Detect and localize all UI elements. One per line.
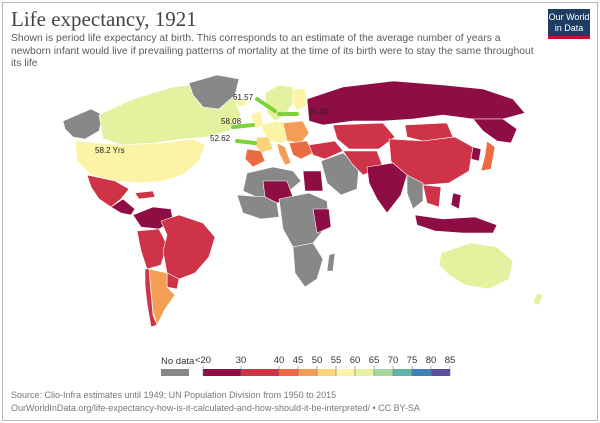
legend-tick-label: 30 bbox=[236, 355, 247, 366]
source-line: Source: Clio-Infra estimates until 1949;… bbox=[11, 390, 337, 400]
region-greenland[interactable] bbox=[188, 74, 240, 110]
region-balkans[interactable] bbox=[288, 140, 314, 160]
legend-bin-lt30 bbox=[203, 369, 241, 376]
region-madagascar[interactable] bbox=[326, 252, 336, 272]
source-url[interactable]: OurWorldInData.org/life-expectancy-how-i… bbox=[11, 402, 420, 413]
legend-tick-label: 60 bbox=[350, 355, 361, 366]
annotation-scandinavia: 61.57 bbox=[233, 93, 277, 113]
region-central-europe[interactable] bbox=[282, 120, 310, 144]
region-russia[interactable] bbox=[306, 80, 526, 126]
owid-logo[interactable]: Our World in Data bbox=[548, 9, 590, 39]
legend-bin-c60_65 bbox=[355, 369, 374, 376]
annotation-uk: 58.08 bbox=[221, 117, 255, 129]
legend-bin-c80_85 bbox=[431, 369, 450, 376]
legend-tick-label: 85 bbox=[445, 355, 456, 366]
region-caribbean[interactable] bbox=[134, 190, 156, 200]
region-alaska[interactable] bbox=[62, 108, 104, 140]
label-usa: 58.2 Yrs bbox=[95, 146, 125, 155]
legend-bin-c65_70 bbox=[374, 369, 393, 376]
region-philippines[interactable] bbox=[450, 192, 462, 210]
region-peru-bolivia[interactable] bbox=[136, 228, 168, 270]
legend-tick-label: <20 bbox=[195, 355, 211, 366]
page-subtitle: Shown is period life expectancy at birth… bbox=[11, 33, 534, 69]
legend-tick-label: 70 bbox=[388, 355, 399, 366]
legend-tick-label: 65 bbox=[369, 355, 380, 366]
region-southern-africa[interactable] bbox=[292, 242, 324, 288]
legend-bin-c30_40 bbox=[241, 369, 279, 376]
legend-tick-label: 45 bbox=[293, 355, 304, 366]
annotation-finland-russia: 61.01 bbox=[277, 107, 330, 116]
region-chile[interactable] bbox=[144, 268, 158, 328]
region-central-america[interactable] bbox=[110, 198, 136, 216]
region-india[interactable] bbox=[366, 162, 408, 214]
region-iberia[interactable] bbox=[244, 148, 266, 168]
region-central-asia[interactable] bbox=[332, 122, 396, 150]
source-note: Source: Clio-Infra estimates until 1949;… bbox=[11, 389, 591, 414]
color-legend: No data <20 30 40 45 50 55 60 65 70 75 80 85 bbox=[161, 355, 455, 376]
label-uk: 58.08 bbox=[221, 117, 242, 126]
label-france: 52.62 bbox=[210, 134, 231, 143]
legend-tick-label: 55 bbox=[331, 355, 342, 366]
region-japan[interactable] bbox=[480, 140, 496, 172]
legend-bin-c50_55 bbox=[317, 369, 336, 376]
region-usa[interactable] bbox=[74, 138, 206, 184]
region-australia[interactable] bbox=[438, 242, 514, 290]
page-title: Life expectancy, 1921 bbox=[11, 7, 197, 31]
world-map[interactable]: 61.57 61.01 58.08 52.62 58.2 Yrs bbox=[3, 71, 597, 347]
legend-tick-label: 75 bbox=[407, 355, 418, 366]
region-korea[interactable] bbox=[470, 146, 482, 162]
region-mexico[interactable] bbox=[86, 174, 130, 208]
logo-line-1: Our World bbox=[548, 12, 590, 22]
region-west-africa[interactable] bbox=[236, 194, 280, 220]
region-brazil[interactable] bbox=[160, 214, 216, 280]
region-middle-east[interactable] bbox=[320, 152, 360, 196]
legend-bin-c55_60 bbox=[336, 369, 355, 376]
legend-no-data-swatch bbox=[161, 369, 189, 376]
legend-bins: <20 30 40 45 50 55 60 65 70 75 80 85 bbox=[195, 355, 455, 376]
legend-tick-label: 50 bbox=[312, 355, 323, 366]
legend-bin-c40_45 bbox=[279, 369, 298, 376]
label-finland-russia: 61.01 bbox=[309, 107, 330, 116]
region-indochina[interactable] bbox=[422, 184, 442, 208]
legend-tick-label: 40 bbox=[274, 355, 285, 366]
region-italy[interactable] bbox=[276, 142, 292, 166]
region-russia-east[interactable] bbox=[472, 118, 518, 144]
legend-no-data-label: No data bbox=[161, 356, 195, 367]
region-finland[interactable] bbox=[292, 88, 308, 112]
region-turkey-caucasus[interactable] bbox=[308, 140, 344, 160]
legend-bin-c75_80 bbox=[412, 369, 431, 376]
region-egypt[interactable] bbox=[302, 170, 324, 192]
legend-bin-c70_75 bbox=[393, 369, 412, 376]
region-new-zealand[interactable] bbox=[532, 292, 544, 306]
region-central-africa[interactable] bbox=[278, 192, 330, 248]
label-scandinavia: 61.57 bbox=[233, 93, 254, 102]
region-east-africa[interactable] bbox=[312, 208, 332, 234]
legend-tick-label: 80 bbox=[426, 355, 437, 366]
annotation-france: 52.62 bbox=[210, 134, 257, 145]
legend-bin-c45_50 bbox=[298, 369, 317, 376]
region-iceland[interactable] bbox=[234, 98, 248, 108]
region-indonesia[interactable] bbox=[414, 214, 498, 234]
region-burma-thailand[interactable] bbox=[406, 174, 424, 210]
logo-line-2: in Data bbox=[554, 23, 584, 33]
